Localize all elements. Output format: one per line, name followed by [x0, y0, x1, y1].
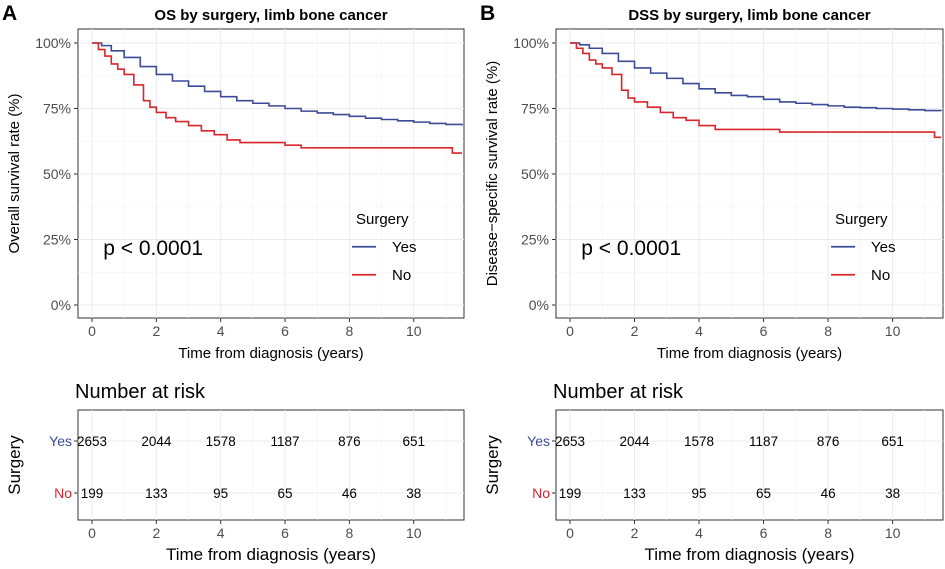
risk-count: 651 [881, 434, 904, 449]
y-tick-label: 100% [35, 35, 71, 51]
risk-table-title: Number at risk [75, 381, 206, 403]
risk-count: 2653 [77, 434, 107, 449]
risk-row-label-no: No [54, 485, 72, 501]
x-tick-label: 2 [631, 323, 639, 339]
x-tick-label: 10 [885, 525, 901, 541]
risk-count: 1578 [684, 434, 714, 449]
risk-row-label-no: No [532, 485, 550, 501]
x-axis-label: Time from diagnosis (years) [178, 345, 363, 362]
risk-count: 876 [817, 434, 840, 449]
risk-count: 65 [756, 486, 771, 501]
x-tick-label: 0 [566, 323, 574, 339]
p-value-label: p < 0.0001 [581, 237, 681, 260]
risk-strata-label: Surgery [483, 435, 502, 495]
risk-count: 38 [406, 486, 421, 501]
legend-label-no: No [392, 267, 411, 284]
risk-strata-label: Surgery [5, 435, 24, 495]
x-tick-label: 0 [88, 525, 96, 541]
legend-label-yes: Yes [392, 239, 416, 256]
risk-count: 1187 [749, 434, 778, 449]
chart-title: OS by surgery, limb bone cancer [154, 7, 387, 24]
risk-count: 2044 [141, 434, 172, 449]
y-tick-label: 50% [521, 166, 549, 182]
risk-x-axis-label: Time from diagnosis (years) [644, 545, 854, 564]
risk-count: 38 [885, 486, 900, 501]
risk-count: 46 [342, 486, 357, 501]
panel-a: A OS by surgery, limb bone cancer 0% 25% 50%… [2, 2, 465, 564]
legend-title: Surgery [356, 211, 409, 228]
x-tick-label: 4 [695, 323, 703, 339]
risk-count: 199 [559, 486, 582, 501]
risk-count: 651 [402, 434, 425, 449]
y-tick-label: 50% [43, 166, 71, 182]
x-tick-label: 8 [824, 525, 832, 541]
risk-count: 2653 [555, 434, 585, 449]
x-tick-label: 2 [631, 525, 639, 541]
panel-letter: A [2, 2, 17, 25]
x-tick-label: 10 [885, 323, 901, 339]
x-tick-label: 6 [281, 525, 289, 541]
legend-label-no: No [871, 267, 890, 284]
y-axis-label: Disease−specific survival rate (%) [484, 61, 501, 287]
risk-table-title: Number at risk [553, 381, 684, 403]
x-tick-label: 0 [566, 525, 574, 541]
risk-row-label-yes: Yes [49, 433, 72, 449]
risk-table-panel [555, 409, 944, 521]
risk-table: Number at risk Yes 2653 2044 1578 1187 876 651 N… [483, 381, 944, 564]
y-tick-label: 25% [521, 232, 549, 248]
y-tick-label: 75% [43, 101, 71, 117]
risk-count: 46 [821, 486, 836, 501]
risk-count: 133 [623, 486, 646, 501]
risk-table: Number at risk Yes 2653 2044 1578 1187 876 651 N… [5, 381, 465, 564]
y-axis-label: Overall survival rate (%) [6, 93, 23, 253]
risk-count: 199 [81, 486, 104, 501]
y-tick-label: 0% [51, 297, 71, 313]
x-tick-label: 8 [824, 323, 832, 339]
risk-count: 133 [145, 486, 168, 501]
panel-letter: B [480, 2, 495, 25]
x-tick-label: 0 [88, 323, 96, 339]
x-tick-label: 8 [345, 525, 353, 541]
risk-count: 1578 [206, 434, 236, 449]
x-axis-label: Time from diagnosis (years) [657, 345, 842, 362]
series-line-no [570, 42, 941, 139]
series-line-yes [570, 42, 942, 112]
legend: Surgery Yes No [352, 211, 416, 284]
risk-count: 1187 [271, 434, 300, 449]
legend-label-yes: Yes [871, 239, 895, 256]
risk-x-axis-label: Time from diagnosis (years) [166, 545, 376, 564]
risk-count: 876 [338, 434, 361, 449]
legend-title: Surgery [835, 211, 888, 228]
x-tick-label: 6 [760, 525, 768, 541]
risk-count: 65 [278, 486, 293, 501]
chart-title: DSS by surgery, limb bone cancer [628, 7, 870, 24]
y-tick-label: 100% [513, 35, 549, 51]
p-value-label: p < 0.0001 [103, 237, 203, 260]
y-tick-label: 25% [43, 232, 71, 248]
y-tick-label: 0% [529, 297, 549, 313]
panel-b: B DSS by surgery, limb bone cancer 0% 25% 50… [480, 2, 944, 564]
series-line-yes [92, 42, 463, 126]
x-tick-label: 10 [406, 525, 422, 541]
risk-table-panel [77, 409, 465, 521]
x-tick-label: 6 [281, 323, 289, 339]
x-tick-label: 8 [345, 323, 353, 339]
risk-count: 2044 [619, 434, 650, 449]
x-tick-label: 10 [406, 323, 422, 339]
y-tick-label: 75% [521, 101, 549, 117]
legend: Surgery Yes No [831, 211, 895, 284]
x-tick-label: 4 [217, 323, 225, 339]
risk-row-label-yes: Yes [527, 433, 550, 449]
risk-count: 95 [692, 486, 707, 501]
x-tick-label: 6 [760, 323, 768, 339]
risk-count: 95 [213, 486, 228, 501]
x-tick-label: 2 [152, 323, 160, 339]
x-tick-label: 4 [217, 525, 225, 541]
x-tick-label: 2 [152, 525, 160, 541]
series-line-no [92, 42, 462, 154]
x-tick-label: 4 [695, 525, 703, 541]
